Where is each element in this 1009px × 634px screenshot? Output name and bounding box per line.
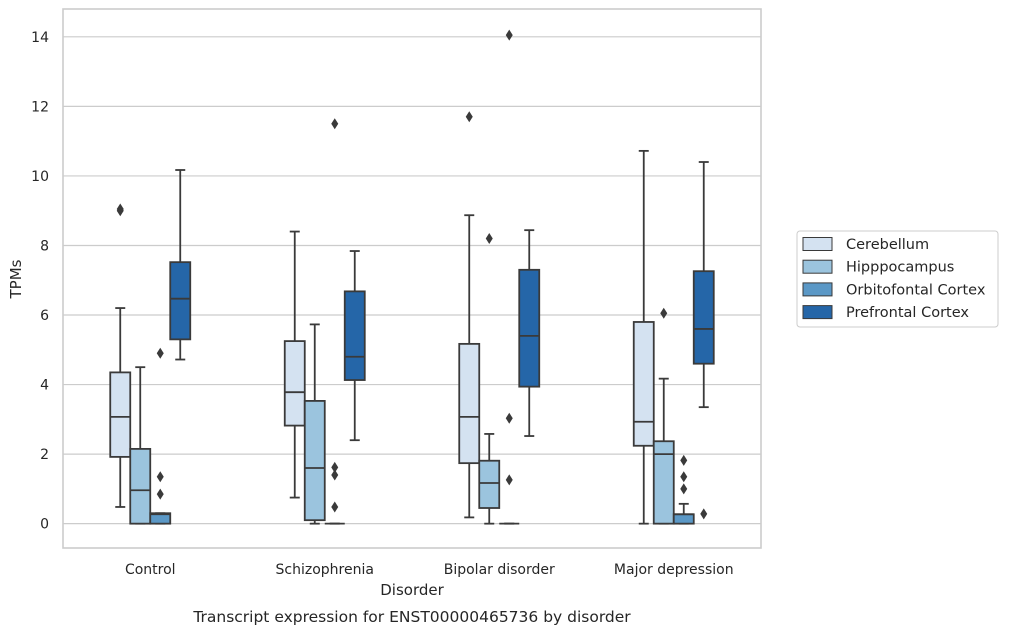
plot-frame <box>62 8 762 549</box>
legend-label: Prefrontal Cortex <box>846 305 969 321</box>
outlier-point <box>156 347 164 359</box>
legend-frame <box>796 230 999 328</box>
legend-swatch <box>802 237 833 251</box>
outlier-point <box>505 474 513 486</box>
legend-label: Orbitofontal Cortex <box>846 282 986 298</box>
legend-swatch <box>802 305 833 320</box>
y-axis-label: TPMs <box>7 259 25 299</box>
box-body <box>149 512 172 525</box>
box-1-2 <box>324 118 345 525</box>
x-tick-labels: Control Schizophrenia Bipolar disorder Majo… <box>125 562 734 578</box>
box-2-0 <box>458 111 481 519</box>
outlier-point <box>680 483 688 495</box>
legend-label: Hipppocampus <box>846 260 954 276</box>
outlier-point <box>700 508 708 520</box>
box-1-3 <box>343 250 366 442</box>
box-body <box>303 400 326 522</box>
y-tick-label: 14 <box>31 30 49 46</box>
boxes <box>109 29 715 525</box>
y-tick-label: 4 <box>40 378 49 394</box>
box-2-2 <box>499 29 520 525</box>
outlier-point <box>331 461 339 473</box>
x-tick-label: Bipolar disorder <box>444 562 555 578</box>
outlier-point <box>331 118 339 130</box>
outlier-point <box>680 454 688 466</box>
y-tick-labels: 0 2 4 6 8 10 12 14 <box>31 30 49 533</box>
outlier-point <box>331 501 339 513</box>
outlier-point <box>660 307 668 319</box>
y-tick-label: 6 <box>40 308 49 324</box>
box-body <box>343 290 366 381</box>
box-body <box>478 459 501 509</box>
y-tick-label: 2 <box>40 447 49 463</box>
figure-caption: Transcript expression for ENST0000046573… <box>192 608 631 626</box>
x-tick-label: Control <box>125 562 176 578</box>
box-3-0 <box>632 149 655 525</box>
y-tick-label: 0 <box>40 517 49 533</box>
outlier-point <box>485 233 493 245</box>
y-tick-label: 12 <box>31 99 49 115</box>
box-1-1 <box>303 323 326 525</box>
outlier-point <box>680 471 688 483</box>
outlier-point <box>116 203 124 215</box>
x-tick-label: Major depression <box>614 562 734 578</box>
box-3-2 <box>672 454 695 525</box>
box-body <box>169 261 192 341</box>
legend: Cerebellum Hipppocampus Orbitofontal Corte… <box>796 230 999 328</box>
outlier-point <box>156 471 164 483</box>
box-1-0 <box>283 230 306 499</box>
box-0-1 <box>129 366 152 525</box>
legend-label: Cerebellum <box>846 237 929 253</box>
box-2-3 <box>518 229 541 437</box>
box-body <box>283 340 306 427</box>
box-body <box>632 321 655 447</box>
y-tick-label: 10 <box>31 169 49 185</box>
box-3-1 <box>652 307 675 525</box>
box-body <box>129 447 152 525</box>
box-body <box>109 371 132 458</box>
x-tick-label: Schizophrenia <box>276 562 374 578</box>
outlier-point <box>465 111 473 123</box>
legend-swatch <box>802 259 833 274</box>
box-0-2 <box>149 347 172 525</box>
box-body <box>458 342 481 465</box>
y-tick-label: 8 <box>40 238 49 254</box>
box-body <box>692 270 715 365</box>
box-3-3 <box>692 161 715 520</box>
outlier-point <box>505 29 513 41</box>
outlier-point <box>156 488 164 500</box>
outlier-point <box>331 469 339 481</box>
box-body <box>652 440 675 525</box>
outlier-point <box>505 412 513 424</box>
box-0-0 <box>109 203 132 508</box>
x-axis-label: Disorder <box>380 581 444 599</box>
box-body <box>518 268 541 388</box>
box-body <box>672 513 695 525</box>
legend-swatch <box>802 282 833 297</box>
box-0-3 <box>169 169 192 361</box>
box-2-1 <box>478 233 501 525</box>
